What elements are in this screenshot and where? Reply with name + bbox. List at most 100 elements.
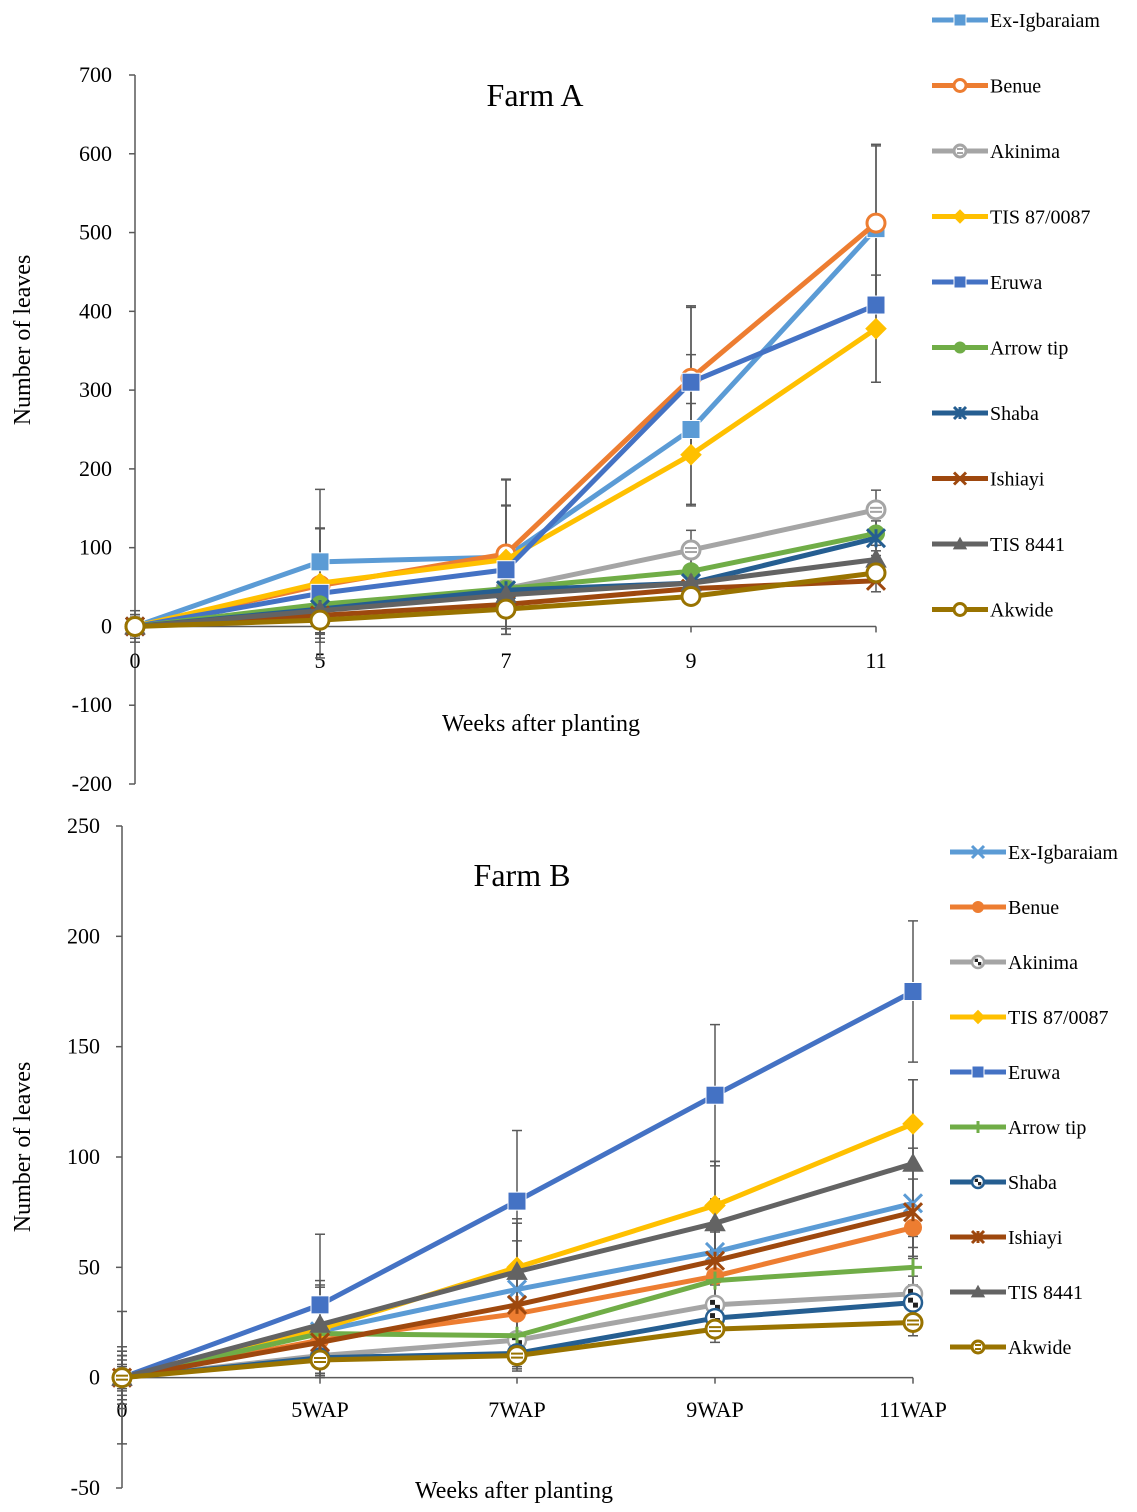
legend-label: Akinima <box>1008 952 1078 974</box>
legend-item-shaba: Shaba <box>950 1172 1057 1194</box>
legend-item-ishiayi: Ishiayi <box>950 1227 1063 1249</box>
chart-title: Farm A <box>487 77 584 113</box>
data-point-akwide <box>309 609 331 631</box>
legend-item-ex-igbaraiam: Ex-Igbaraiam <box>932 10 1100 32</box>
chart-farm-a: 700 600 500 400 300 200 100 0 -100 -200 0 5 7 9 11 Farm… <box>10 10 1100 796</box>
legend-marker <box>970 844 986 860</box>
legend-label: Ishiayi <box>990 469 1045 491</box>
legend-item-akinima: Akinima <box>950 952 1078 974</box>
y-tick-label: 100 <box>67 1144 100 1169</box>
legend: Ex-Igbaraiam Benue Akinima TIS 87/0087 Eruwa… <box>932 10 1100 622</box>
legend-item-tis-87-0087: TIS 87/0087 <box>932 207 1091 229</box>
data-point-ishiayi <box>902 1202 924 1223</box>
legend-label: Ex-Igbaraiam <box>1008 842 1118 864</box>
legend-item-ishiayi: Ishiayi <box>932 469 1045 491</box>
data-point-ex-igbaraiam <box>681 420 701 439</box>
chart-farm-b: 250200150100500-5005WAP7WAP9WAP11WAPFarm… <box>10 813 1118 1504</box>
data-point-tis-8441 <box>309 1313 331 1333</box>
legend-label: TIS 8441 <box>1008 1282 1083 1304</box>
data-point-eruwa <box>903 982 923 1001</box>
legend-marker <box>970 1284 986 1298</box>
y-tick-label: 0 <box>101 613 112 638</box>
legend-label: Akwide <box>1008 1337 1071 1359</box>
y-tick-label: 50 <box>78 1254 100 1279</box>
data-point-tis-8441 <box>680 572 702 592</box>
legend-label: Eruwa <box>990 272 1042 294</box>
data-point-eruwa <box>705 1085 725 1105</box>
legend-item-akinima: Akinima <box>932 141 1060 163</box>
data-point-ex-igbaraiam <box>310 552 330 572</box>
legend-marker <box>970 1174 986 1190</box>
data-point-ex-igbaraiam <box>506 1279 528 1300</box>
legend-marker <box>953 13 967 27</box>
legend-label: Benue <box>990 76 1041 98</box>
data-point-arrow-tip <box>508 1326 526 1345</box>
legend-label: TIS 87/0087 <box>1008 1007 1109 1029</box>
legend-marker <box>952 78 968 93</box>
legend-marker <box>952 602 968 617</box>
data-point-akwide <box>495 598 517 620</box>
legend-item-tis-8441: TIS 8441 <box>950 1282 1083 1304</box>
legend-label: Ishiayi <box>1008 1227 1063 1249</box>
y-tick-label: 200 <box>79 456 112 481</box>
x-tick-label: 9 <box>686 648 697 673</box>
x-axis-title: Weeks after planting <box>415 1478 613 1504</box>
series-akwide <box>124 562 887 637</box>
y-tick-label: 600 <box>79 141 112 166</box>
legend-item-tis-87-0087: TIS 87/0087 <box>950 1007 1109 1029</box>
data-point-ishiayi <box>309 1332 331 1353</box>
legend-item-eruwa: Eruwa <box>950 1062 1060 1084</box>
legend-item-eruwa: Eruwa <box>932 272 1042 294</box>
data-point-tis-87-0087 <box>704 1194 726 1217</box>
data-point-arrow-tip <box>706 1271 724 1290</box>
data-point-eruwa <box>310 1295 330 1315</box>
data-point-tis-8441 <box>865 548 887 568</box>
legend-item-akwide: Akwide <box>932 600 1053 622</box>
y-tick-label: 200 <box>67 923 100 948</box>
y-tick-label: 700 <box>79 62 112 87</box>
legend-label: Akwide <box>990 600 1053 622</box>
series-akwide <box>111 1312 924 1389</box>
legend-label: Arrow tip <box>990 338 1068 360</box>
data-point-arrow-tip <box>682 562 700 581</box>
data-point-tis-8441 <box>506 1260 528 1280</box>
data-point-benue <box>865 212 887 234</box>
y-tick-label: -200 <box>72 771 112 796</box>
legend-label: Akinima <box>990 141 1060 163</box>
data-point-tis-8441 <box>704 1212 726 1232</box>
legend-marker <box>954 341 966 354</box>
legend: Ex-Igbaraiam Benue Akinima TIS 87/0087 Eruwa… <box>950 842 1118 1359</box>
y-tick-label: 500 <box>79 220 112 245</box>
legend-marker <box>970 1229 986 1245</box>
data-point-akwide <box>680 586 702 608</box>
legend-marker <box>952 143 968 159</box>
legend-item-benue: Benue <box>950 897 1059 919</box>
legend-label: Shaba <box>1008 1172 1057 1194</box>
legend-marker <box>952 405 968 421</box>
legend-label: Shaba <box>990 403 1039 425</box>
legend-item-shaba: Shaba <box>932 403 1039 425</box>
legend-marker <box>952 536 968 550</box>
legend-label: Benue <box>1008 897 1059 919</box>
data-point-tis-8441 <box>902 1152 924 1172</box>
legend-marker <box>971 1065 985 1079</box>
data-point-akinima <box>865 499 887 521</box>
x-tick-label: 7 <box>501 648 512 673</box>
legend-marker <box>970 954 986 970</box>
legend-item-benue: Benue <box>932 76 1041 98</box>
data-point-tis-87-0087 <box>865 317 887 340</box>
y-tick-label: 300 <box>79 377 112 402</box>
data-point-ishiayi <box>704 1250 726 1271</box>
x-tick-label: 5WAP <box>291 1397 348 1422</box>
x-tick-label: 0 <box>130 648 141 673</box>
data-point-akwide <box>902 1312 924 1333</box>
data-point-shaba <box>902 1292 924 1313</box>
legend-item-tis-8441: TIS 8441 <box>932 534 1065 556</box>
data-point-eruwa <box>681 372 701 392</box>
legend-marker <box>952 471 968 486</box>
data-point-tis-87-0087 <box>680 443 702 466</box>
data-point-tis-8441 <box>495 584 517 604</box>
data-point-tis-87-0087 <box>902 1113 924 1135</box>
data-point-benue <box>904 1218 922 1237</box>
